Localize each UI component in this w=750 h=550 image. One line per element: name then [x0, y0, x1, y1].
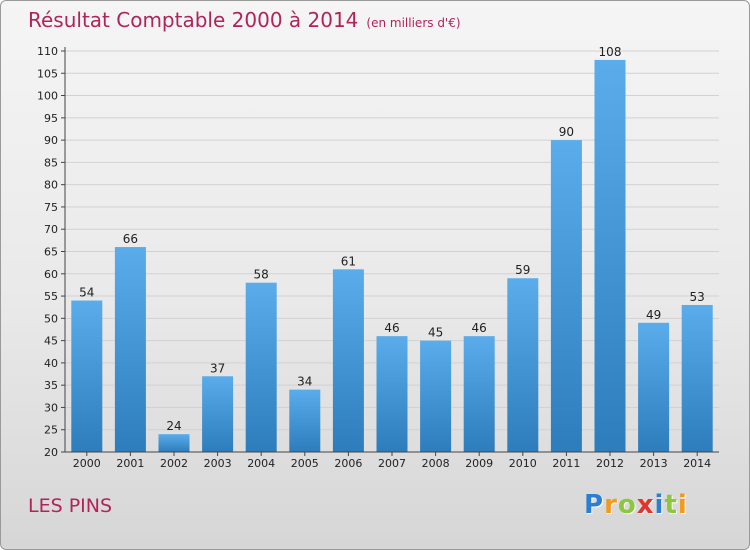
data-label: 53	[690, 290, 705, 304]
y-tick-label: 110	[37, 45, 58, 58]
x-tick-label: 2006	[334, 457, 362, 470]
x-tick-label: 2000	[73, 457, 101, 470]
x-tick-label: 2014	[683, 457, 711, 470]
logo-letter: r	[604, 490, 618, 520]
data-label: 66	[123, 232, 138, 246]
bar	[332, 269, 364, 452]
y-tick-label: 40	[44, 357, 58, 370]
y-tick-label: 30	[44, 401, 58, 414]
x-tick-label: 2005	[291, 457, 319, 470]
y-tick-label: 95	[44, 112, 58, 125]
proxiti-logo: Proxiti	[584, 490, 688, 520]
data-label: 37	[210, 361, 225, 375]
x-tick-label: 2009	[465, 457, 493, 470]
y-tick-label: 35	[44, 379, 58, 392]
x-tick-label: 2004	[247, 457, 275, 470]
y-tick-label: 60	[44, 268, 58, 281]
bar	[114, 247, 146, 452]
bars: 54 66 24 37 58 34 61 46 45 46 59 90 108 49 53	[71, 45, 713, 453]
y-tick-label: 65	[44, 246, 58, 259]
y-tick-label: 85	[44, 156, 58, 169]
data-label: 59	[515, 263, 530, 277]
commune-name: LES PINS	[28, 495, 113, 517]
y-tick-label: 25	[44, 424, 58, 437]
axes: 20 25 30 35 40 45 50 55 60 65 70 75 80 85 90 95 100 105 11…	[37, 45, 719, 470]
logo-letter: P	[584, 490, 605, 520]
data-label: 49	[646, 308, 661, 322]
x-tick-label: 2001	[116, 457, 144, 470]
bar	[550, 140, 582, 452]
data-label: 58	[254, 268, 269, 282]
x-tick-label: 2012	[596, 457, 624, 470]
logo-letter: t	[664, 490, 678, 520]
y-tick-label: 90	[44, 134, 58, 147]
bar	[507, 278, 539, 452]
y-tick-label: 100	[37, 90, 58, 103]
y-tick-label: 50	[44, 312, 58, 325]
y-tick-label: 75	[44, 201, 58, 214]
data-label: 46	[472, 321, 487, 335]
y-tick-label: 105	[37, 67, 58, 80]
data-label: 54	[79, 286, 94, 300]
data-label: 45	[428, 326, 443, 340]
bar	[202, 376, 234, 452]
data-label: 90	[559, 125, 574, 139]
bar	[638, 322, 670, 452]
bar	[681, 304, 713, 452]
data-label: 34	[297, 375, 312, 389]
bar	[289, 389, 321, 452]
x-tick-label: 2008	[422, 457, 450, 470]
y-tick-label: 45	[44, 335, 58, 348]
data-label: 61	[341, 254, 356, 268]
logo-letter: o	[617, 490, 637, 520]
chart-subtitle: (en milliers d'€)	[366, 16, 461, 30]
x-tick-label: 2010	[509, 457, 537, 470]
x-tick-label: 2003	[204, 457, 232, 470]
logo-letter: i	[654, 490, 665, 520]
data-label: 108	[599, 45, 622, 59]
y-tick-label: 20	[44, 446, 58, 459]
bar	[463, 336, 495, 452]
logo-letter: i	[677, 490, 688, 520]
x-tick-label: 2013	[640, 457, 668, 470]
bar	[594, 59, 626, 453]
y-tick-label: 70	[44, 223, 58, 236]
chart-title: Résultat Comptable 2000 à 2014 (en millie…	[28, 8, 461, 32]
data-label: 46	[384, 321, 399, 335]
bar	[420, 340, 452, 452]
chart-title-main: Résultat Comptable 2000 à 2014	[28, 8, 359, 32]
bar	[376, 336, 408, 452]
x-tick-label: 2011	[552, 457, 580, 470]
y-tick-label: 55	[44, 290, 58, 303]
bar	[71, 300, 103, 452]
data-label: 24	[166, 419, 181, 433]
x-tick-label: 2002	[160, 457, 188, 470]
bar	[158, 434, 190, 452]
logo-letter: x	[636, 490, 655, 520]
y-tick-label: 80	[44, 179, 58, 192]
bar	[245, 282, 277, 452]
x-tick-label: 2007	[378, 457, 406, 470]
